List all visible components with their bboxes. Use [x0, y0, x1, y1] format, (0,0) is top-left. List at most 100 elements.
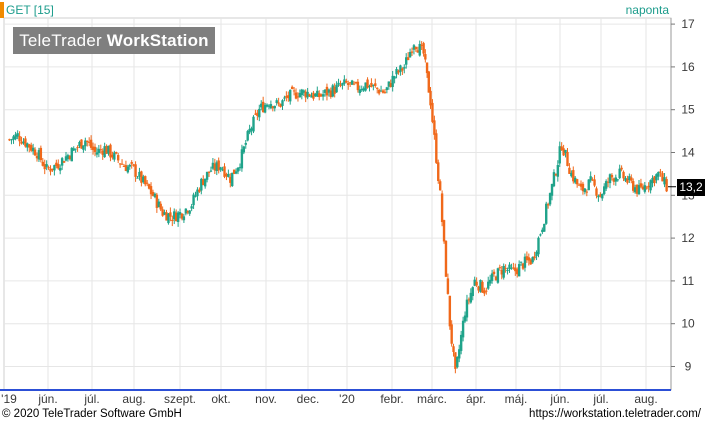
candle	[124, 160, 128, 172]
candle-body	[238, 167, 242, 169]
candle	[171, 215, 174, 227]
candle	[622, 170, 625, 182]
candle	[568, 163, 571, 174]
candle-body	[323, 89, 327, 93]
candle-body	[525, 256, 529, 261]
candle	[541, 227, 544, 235]
candle-body	[487, 281, 490, 289]
candle	[473, 276, 476, 287]
time-axis: '19 jún. júl. aug. szept. okt. nov. dec. '20 febr…	[0, 389, 671, 406]
candle	[107, 145, 110, 156]
candle-body	[401, 68, 404, 71]
candle-body	[381, 90, 385, 93]
candle-body	[74, 148, 77, 150]
candle-body	[281, 100, 284, 106]
candle	[155, 192, 159, 213]
candle-body	[86, 140, 89, 142]
candle-body	[424, 54, 427, 60]
candle	[543, 223, 546, 232]
candle-body	[448, 295, 452, 327]
candle-body	[316, 90, 319, 97]
candle	[345, 78, 348, 84]
candle-body	[223, 166, 226, 177]
candle-body	[543, 223, 546, 232]
candle	[72, 146, 75, 152]
candle	[174, 209, 178, 222]
candle	[294, 88, 298, 100]
candle-body	[144, 176, 147, 185]
candle-body	[155, 194, 159, 208]
candle-body	[502, 265, 505, 278]
candle	[31, 143, 35, 155]
candle-body	[469, 292, 473, 303]
candle	[66, 153, 70, 162]
candle-body	[62, 161, 66, 163]
candle-body	[364, 82, 367, 91]
candle-body	[537, 237, 540, 255]
candle-body	[55, 162, 58, 166]
candle	[606, 177, 610, 188]
candle	[420, 41, 423, 51]
candle	[186, 210, 189, 215]
candle	[45, 160, 48, 171]
candle-body	[458, 349, 461, 359]
candle	[260, 100, 263, 111]
candle	[33, 147, 37, 156]
candle-body	[136, 177, 139, 179]
candle-body	[285, 95, 288, 98]
vertical-gridlines	[47, 18, 647, 390]
candle-body	[568, 167, 571, 174]
candle	[14, 131, 17, 141]
candle-body	[368, 86, 371, 88]
candle-body	[250, 128, 253, 131]
candle	[37, 147, 41, 162]
candle	[645, 185, 648, 190]
candle-body	[435, 133, 438, 163]
footer-url-link[interactable]: https://workstation.teletrader.com/	[529, 408, 701, 420]
candle-body	[416, 50, 420, 53]
candle	[290, 85, 294, 90]
candle	[531, 256, 534, 264]
symbol-label[interactable]: GET [15]	[6, 3, 54, 17]
candle	[440, 190, 444, 227]
candle-body	[454, 352, 457, 369]
candle-body	[583, 188, 587, 193]
candle-body	[562, 148, 565, 156]
candlestick-series	[8, 40, 668, 374]
candle	[29, 142, 33, 152]
candle-body	[377, 89, 381, 94]
candle	[516, 267, 519, 278]
tick-x-label: '20	[339, 392, 355, 406]
candle-body	[395, 68, 398, 75]
candle-body	[616, 179, 619, 181]
candle	[215, 160, 218, 176]
candle-body	[169, 212, 172, 217]
candle-body	[39, 147, 43, 161]
candle-body	[267, 105, 271, 107]
candle-body	[91, 146, 95, 150]
candle	[362, 86, 365, 93]
candle	[53, 164, 56, 176]
candle-body	[80, 139, 83, 149]
candle-body	[165, 212, 168, 221]
candle-body	[16, 133, 19, 137]
candle	[506, 267, 509, 275]
candle-body	[659, 171, 662, 173]
period-label[interactable]: naponta	[625, 3, 669, 17]
candle	[438, 179, 442, 191]
candle	[597, 194, 600, 202]
candle	[461, 316, 465, 342]
candle	[109, 143, 112, 162]
candle-body	[425, 62, 429, 74]
candle	[20, 136, 23, 145]
candle	[401, 67, 404, 75]
candle	[84, 137, 87, 151]
candle-body	[376, 87, 379, 89]
candle	[99, 144, 102, 154]
candle	[252, 115, 255, 134]
candle	[545, 201, 548, 225]
candle-body	[174, 212, 178, 222]
candle	[410, 47, 414, 56]
candle	[55, 159, 58, 169]
